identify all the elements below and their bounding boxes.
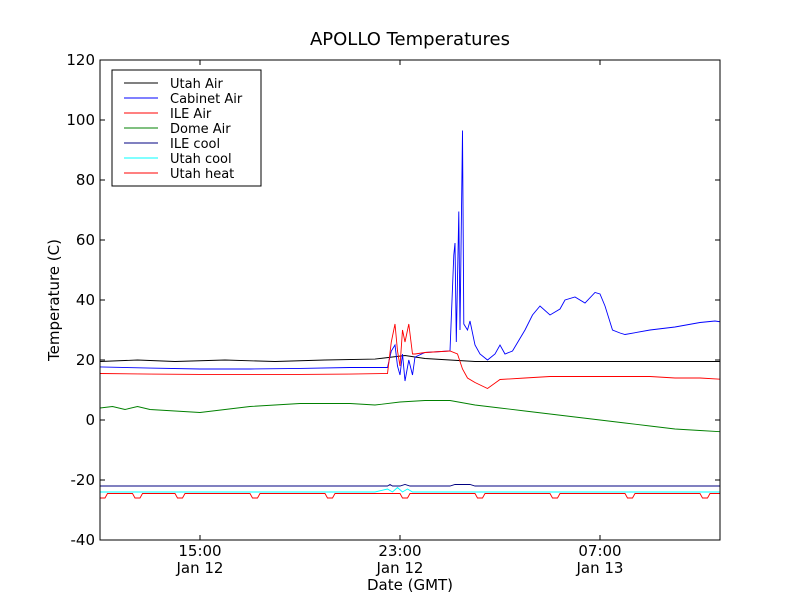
series-line-utah-air: [100, 355, 720, 362]
chart-title: APOLLO Temperatures: [310, 29, 510, 50]
legend-label: Utah cool: [170, 152, 232, 167]
y-tick-label: 40: [76, 291, 95, 309]
x-tick-label-time: 07:00: [578, 542, 621, 560]
y-tick-label: 80: [76, 171, 95, 189]
legend-label: Utah heat: [170, 167, 234, 182]
series-layer: [100, 130, 720, 499]
y-axis-label: Temperature (C): [45, 239, 63, 362]
x-tick-label-date: Jan 12: [376, 559, 424, 577]
x-tick-label-time: 15:00: [178, 542, 221, 560]
x-tick-label-time: 23:00: [378, 542, 421, 560]
series-line-dome-air: [100, 400, 720, 433]
y-tick-label: 20: [76, 351, 95, 369]
y-tick-label: 0: [85, 411, 95, 429]
y-tick-label: 100: [66, 111, 95, 129]
legend-label: ILE Air: [170, 107, 212, 122]
legend-label: Cabinet Air: [170, 92, 243, 107]
y-tick-label: 120: [66, 51, 95, 69]
x-tick-label-date: Jan 13: [576, 559, 624, 577]
y-tick-label: -20: [71, 471, 96, 489]
series-line-cabinet-air: [100, 130, 720, 382]
legend-label: Dome Air: [170, 122, 231, 137]
series-line-ile-air: [100, 323, 720, 390]
series-line-ile-cool: [100, 483, 720, 487]
legend-label: ILE cool: [170, 137, 220, 152]
y-tick-label: -40: [71, 531, 96, 549]
y-tick-label: 60: [76, 231, 95, 249]
legend-label: Utah Air: [170, 77, 223, 92]
series-line-utah-heat: [100, 493, 720, 499]
x-axis-label: Date (GMT): [367, 576, 453, 594]
x-tick-label-date: Jan 12: [176, 559, 224, 577]
series-line-utah-cool: [100, 486, 720, 493]
